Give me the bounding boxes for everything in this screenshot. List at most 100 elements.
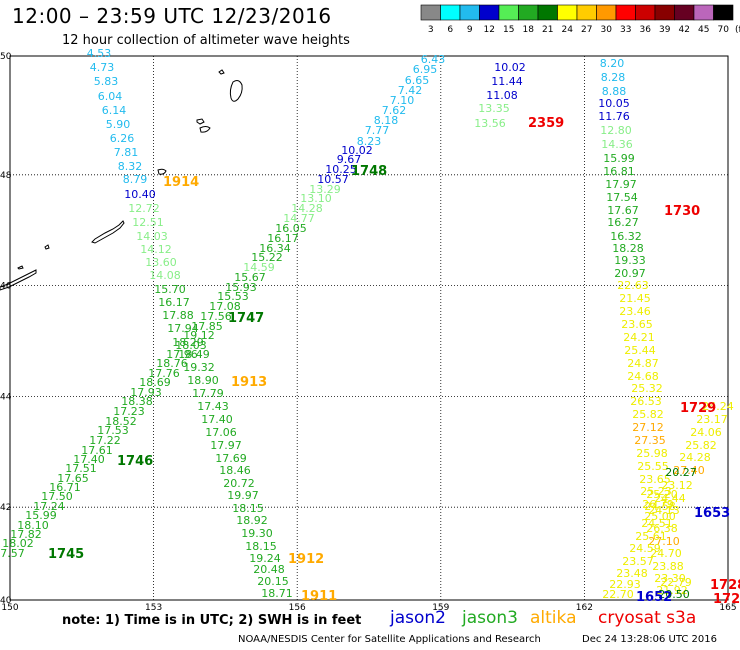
wave-height-value: 18.71 xyxy=(261,587,293,600)
wave-height-value: 19.97 xyxy=(227,489,259,502)
pass-time-label: 1746 xyxy=(117,454,153,469)
longitude-tick-label: 156 xyxy=(289,603,306,610)
wave-height-value: 8.88 xyxy=(602,85,627,98)
wave-height-value: 24.58 xyxy=(644,500,676,513)
pass-time-label: 1911 xyxy=(301,589,337,604)
wave-height-value: 19.24 xyxy=(249,552,281,565)
legend-tick-label: 30 xyxy=(601,25,613,35)
wave-height-value: 16.71 xyxy=(49,481,81,494)
wave-height-value: 22.79 xyxy=(660,576,692,589)
pass-time-label: 1653 xyxy=(694,506,730,521)
wave-height-value: 23.65 xyxy=(621,318,653,331)
wave-height-value: 17.40 xyxy=(73,453,105,466)
wave-height-value: 23.65 xyxy=(639,473,671,486)
wave-height-value: 27.40 xyxy=(673,464,705,477)
wave-height-value: 7.62 xyxy=(382,104,407,117)
wave-height-value: 24.59 xyxy=(629,542,661,555)
wave-height-value: 15.70 xyxy=(154,283,186,296)
longitude-tick-label: 150 xyxy=(1,603,18,610)
wave-height-value: 24.24 xyxy=(702,400,734,413)
wave-height-value: 25.82 xyxy=(685,439,717,452)
timestamp-text: Dec 24 13:28:06 UTC 2016 xyxy=(582,634,717,645)
wave-height-value: 23.88 xyxy=(652,560,684,573)
wave-height-value: 21.45 xyxy=(619,292,651,305)
wave-height-value: 17.50 xyxy=(41,490,73,503)
wave-height-value: 11.44 xyxy=(491,75,523,88)
wave-height-value: 6.43 xyxy=(421,53,446,66)
wave-height-value: 8.28 xyxy=(601,71,626,84)
wave-height-value: 18.03 xyxy=(175,339,207,352)
wave-height-value: 14.08 xyxy=(149,269,181,282)
wave-height-value: 12.51 xyxy=(132,216,164,229)
wave-height-value: 25.82 xyxy=(632,408,664,421)
wave-height-value: 8.18 xyxy=(374,114,399,127)
longitude-tick-label: 165 xyxy=(719,603,736,610)
longitude-tick-label: 159 xyxy=(432,603,449,610)
wave-height-value: 13.56 xyxy=(474,117,506,130)
wave-height-value: 25.44 xyxy=(624,344,656,357)
wave-height-value: 17.06 xyxy=(205,426,237,439)
wave-height-value: 24.06 xyxy=(690,426,722,439)
wave-height-value: 20.97 xyxy=(614,267,646,280)
wave-height-value: 8.79 xyxy=(123,173,148,186)
wave-height-value: 23.17 xyxy=(696,413,728,426)
pass-time-label: 1729 xyxy=(680,401,716,416)
wave-height-value: 25.61 xyxy=(635,530,667,543)
wave-height-value: 14.77 xyxy=(283,212,315,225)
wave-height-value: 19.33 xyxy=(614,254,646,267)
wave-height-value: 6.65 xyxy=(405,74,430,87)
wave-height-value: 10.57 xyxy=(317,173,349,186)
wave-height-value: 17.79 xyxy=(192,387,224,400)
wave-height-value: 22.63 xyxy=(617,279,649,292)
legend-tick-label: 12 xyxy=(484,25,495,35)
wave-height-value: 21.92 xyxy=(656,584,688,597)
credit-text: NOAA/NESDIS Center for Satellite Applica… xyxy=(238,634,541,645)
wave-height-value: 17.54 xyxy=(606,191,638,204)
wave-height-value: 10.25 xyxy=(325,163,357,176)
wave-height-value: 17.69 xyxy=(215,452,247,465)
pass-time-label: 1913 xyxy=(231,375,267,390)
wave-height-value: 10.05 xyxy=(598,97,630,110)
wave-height-value: 25.55 xyxy=(637,460,669,473)
wave-height-value: 26.53 xyxy=(630,395,662,408)
latitude-tick-label: 44 xyxy=(0,392,12,402)
lat-lon-grid: 150 153 156 159 162 165 50 48 46 44 42 40 xyxy=(0,52,737,610)
wave-height-value: 16.81 xyxy=(603,165,635,178)
wave-height-value: 17.22 xyxy=(89,434,121,447)
wave-height-value: 18.29 xyxy=(172,336,204,349)
pass-time-label: 1912 xyxy=(288,552,324,567)
wave-height-value: 18.90 xyxy=(187,374,219,387)
wave-height-value: 7.81 xyxy=(114,146,139,159)
wave-height-value: 24.68 xyxy=(627,370,659,383)
wave-height-value: 17.53 xyxy=(97,424,129,437)
longitude-tick-label: 153 xyxy=(145,603,162,610)
legend-tick-label: 36 xyxy=(640,25,652,35)
wave-height-value: 8.20 xyxy=(600,57,625,70)
wave-height-value: 22.93 xyxy=(609,578,641,591)
pass-time-label: 2359 xyxy=(528,116,564,131)
pass-time-labels: 1914 1748 2359 1730 1747 1913 1729 1746 1653 1745… xyxy=(48,116,740,607)
wave-height-value: 17.97 xyxy=(605,178,637,191)
wave-height-value: 18.92 xyxy=(236,514,268,527)
satellite-name-2: altika xyxy=(530,608,577,628)
wave-height-value: 10.40 xyxy=(124,188,156,201)
wave-height-value: 17.08 xyxy=(209,300,241,313)
wave-height-value: 17.88 xyxy=(162,309,194,322)
latitude-tick-label: 48 xyxy=(0,171,12,181)
wave-height-value: 19.12 xyxy=(183,329,215,342)
wave-height-value: 17.51 xyxy=(65,462,97,475)
footer-note: note: 1) Time is in UTC; 2) SWH is in fe… xyxy=(62,613,362,628)
wave-height-value: 25.23 xyxy=(640,485,672,498)
wave-height-value: 23.46 xyxy=(619,305,651,318)
wave-height-value: 19.32 xyxy=(183,361,215,374)
wave-height-value: 13.35 xyxy=(478,102,510,115)
wave-height-value: 17.23 xyxy=(113,405,145,418)
wave-height-value: 4.73 xyxy=(90,61,115,74)
wave-height-value: 15.53 xyxy=(217,290,249,303)
wave-height-value: 16.05 xyxy=(275,222,307,235)
wave-height-value: 5.83 xyxy=(94,75,119,88)
wave-height-value: 27.35 xyxy=(634,434,666,447)
wave-height-value: 11.76 xyxy=(598,110,630,123)
